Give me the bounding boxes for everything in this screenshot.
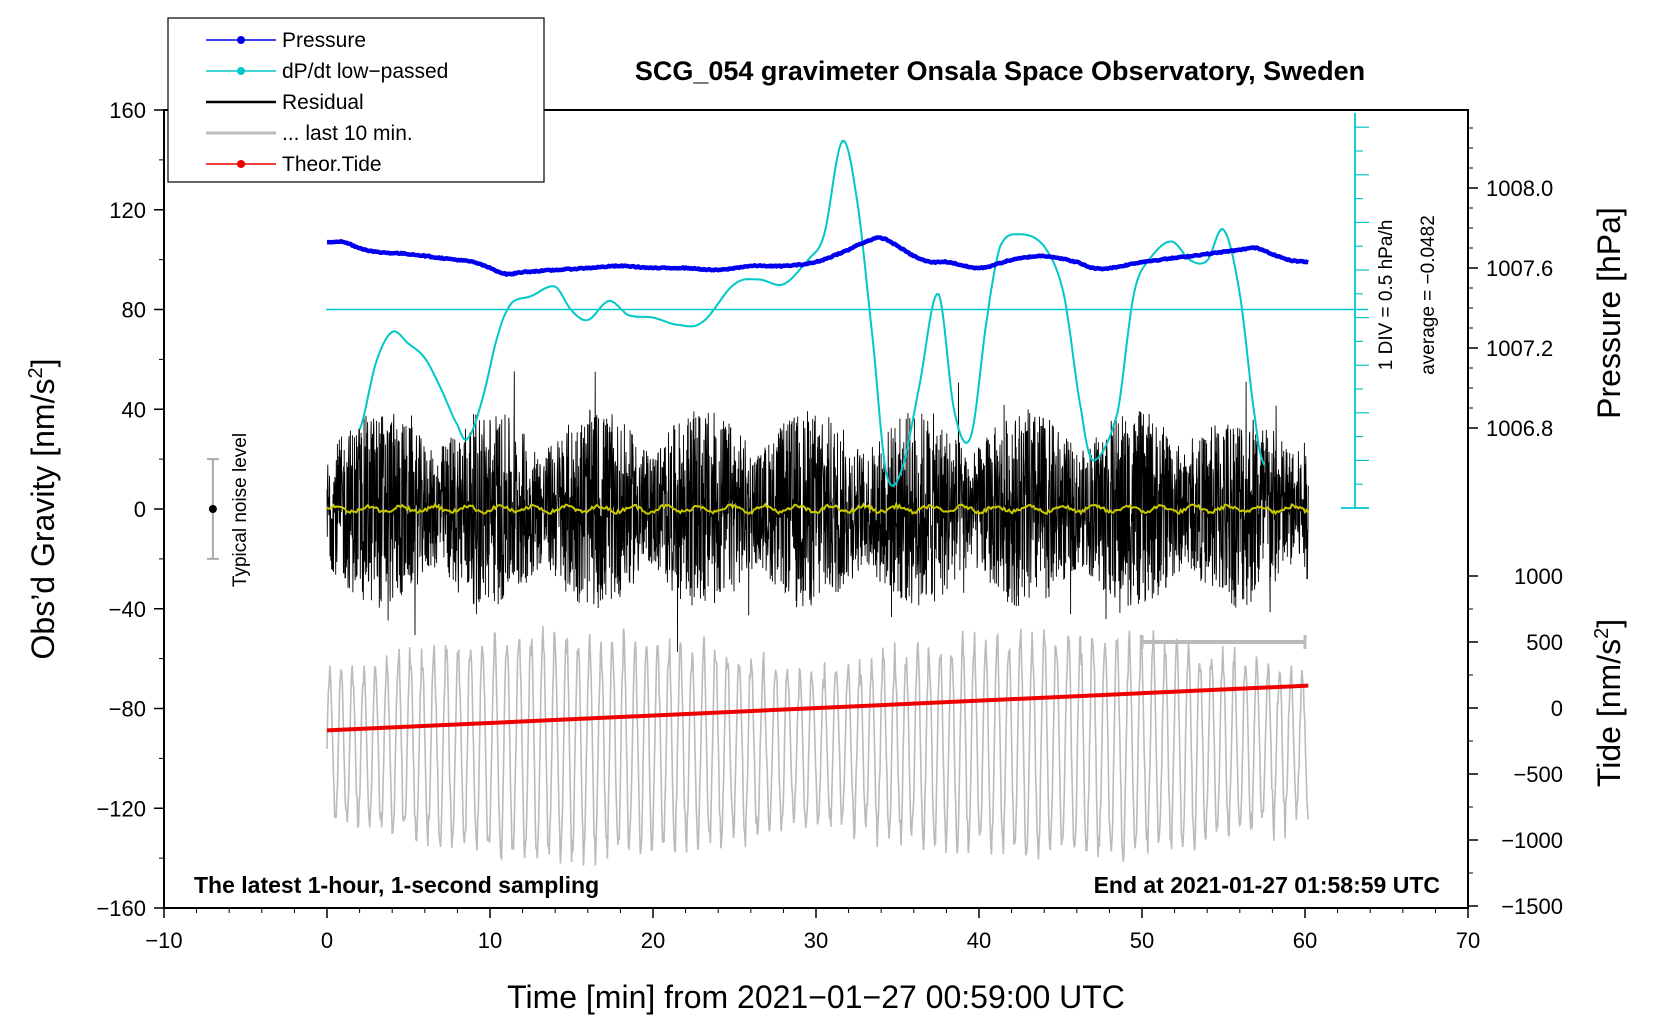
- tide-axis-label: Tide [nm/s2]: [1591, 619, 1627, 787]
- x-tick-label: 20: [641, 928, 665, 953]
- residual-smoothed-series: [326, 501, 1310, 516]
- tide-tick-label: −1500: [1501, 894, 1563, 919]
- y-tick-label: −120: [96, 796, 146, 821]
- tide-tick-label: −500: [1513, 762, 1563, 787]
- legend-label: ... last 10 min.: [282, 122, 413, 145]
- pressure-axis-label: Pressure [hPa]: [1591, 207, 1627, 419]
- legend-box: [167, 17, 545, 183]
- last-10-min-series: [326, 626, 1310, 866]
- y-tick-label: −40: [109, 597, 146, 622]
- x-tick-label: 0: [321, 928, 333, 953]
- tide-axis-ticks: −1500 −1000 −500 0 500 1000: [1468, 564, 1563, 919]
- y-tick-label: 40: [122, 397, 146, 422]
- y-tick-label: 80: [122, 298, 146, 323]
- dpdt-series: [358, 139, 1266, 487]
- tide-tick-label: 500: [1526, 630, 1563, 655]
- x-tick-label: 50: [1130, 928, 1154, 953]
- noise-bar-dot: [208, 505, 217, 513]
- legend-marker: [237, 36, 245, 44]
- bottom-left-note: The latest 1-hour, 1-second sampling: [194, 872, 599, 898]
- noise-level-label: Typical noise level: [230, 433, 251, 587]
- legend-label: Pressure: [282, 29, 366, 52]
- dpdt-line: [358, 139, 1266, 487]
- bottom-right-note: End at 2021-01-27 01:58:59 UTC: [1094, 872, 1440, 898]
- residual-line: [326, 371, 1309, 652]
- x-tick-label: 30: [804, 928, 828, 953]
- x-axis-label: Time [min] from 2021−01−27 00:59:00 UTC: [507, 979, 1125, 1015]
- pressure-axis-ticks: 1006.8 1007.2 1007.6 1008.0: [1468, 127, 1553, 441]
- theor-tide-series: [326, 683, 1309, 733]
- y-tick-label: 0: [134, 497, 146, 522]
- last-10-min-line: [326, 626, 1310, 866]
- y-axis-label: Obs’d Gravity [nm/s2]: [25, 359, 61, 660]
- tide-tick-label: −1000: [1501, 828, 1563, 853]
- pressure-series: [326, 235, 1310, 277]
- legend-label: Theor.Tide: [282, 153, 382, 176]
- y-tick-label: −80: [109, 697, 146, 722]
- legend-marker: [237, 67, 245, 75]
- residual-series: [326, 371, 1309, 652]
- x-tick-label: 70: [1456, 928, 1480, 953]
- y-tick-label: 160: [109, 98, 146, 123]
- theor-tide-line: [326, 683, 1309, 733]
- x-tick-label: 40: [967, 928, 991, 953]
- x-axis-ticks: −10 0 10 20 30 40 50 60 70: [145, 908, 1480, 953]
- y-axis-ticks: −160 −120 −80 −40 0 40 80 120 160: [96, 98, 164, 921]
- x-tick-label: 60: [1293, 928, 1317, 953]
- pressure-tick-label: 1006.8: [1486, 416, 1553, 441]
- tide-tick-label: 1000: [1514, 564, 1563, 589]
- y-tick-label: −160: [96, 896, 146, 921]
- pressure-tick-label: 1007.2: [1486, 336, 1553, 361]
- legend-label: dP/dt low−passed: [282, 60, 448, 83]
- tide-tick-label: 0: [1551, 696, 1563, 721]
- chart-title: SCG_054 gravimeter Onsala Space Observat…: [635, 56, 1365, 86]
- residual-smoothed-line: [326, 501, 1310, 516]
- pressure-line: [326, 235, 1310, 277]
- pressure-tick-label: 1007.6: [1486, 256, 1553, 281]
- legend-label: Residual: [282, 91, 364, 114]
- last-10-min-bar: [1140, 635, 1307, 649]
- x-tick-label: −10: [145, 928, 182, 953]
- dpdt-scale-label: 1 DIV = 0.5 hPa/h: [1376, 220, 1397, 371]
- noise-level-bar: [206, 458, 219, 560]
- legend: Pressure dP/dt low−passed Residual ... last…: [167, 17, 545, 183]
- dpdt-average-label: average = −0.0482: [1418, 215, 1439, 375]
- x-tick-label: 10: [478, 928, 502, 953]
- pressure-tick-label: 1008.0: [1486, 176, 1553, 201]
- legend-marker: [237, 160, 245, 168]
- y-tick-label: 120: [109, 198, 146, 223]
- dpdt-scale-bar: [1341, 112, 1369, 509]
